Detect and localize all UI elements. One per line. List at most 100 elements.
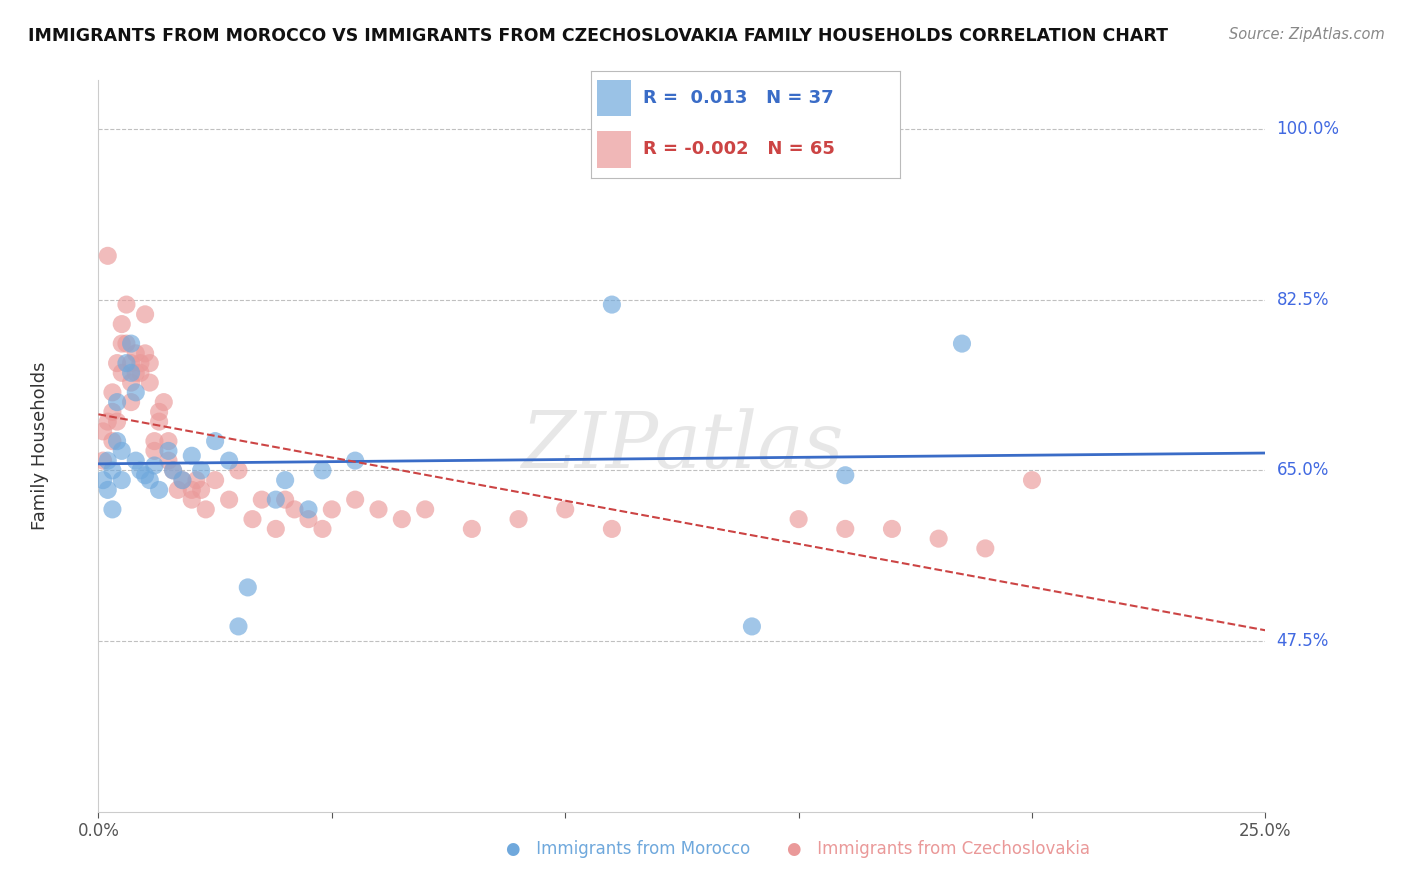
Point bbox=[139, 473, 162, 487]
Point bbox=[218, 453, 240, 467]
Point bbox=[125, 346, 148, 360]
Point bbox=[139, 356, 162, 370]
Text: 65.0%: 65.0% bbox=[1277, 461, 1329, 479]
Point bbox=[297, 502, 319, 516]
Point bbox=[834, 468, 856, 483]
Point bbox=[97, 249, 120, 263]
Point bbox=[311, 463, 333, 477]
Point bbox=[274, 473, 297, 487]
Point bbox=[180, 449, 202, 463]
Point bbox=[600, 297, 623, 311]
Point bbox=[111, 443, 134, 458]
Point bbox=[97, 415, 120, 429]
Point bbox=[101, 463, 124, 477]
Point bbox=[101, 385, 124, 400]
Point bbox=[157, 443, 180, 458]
Text: 47.5%: 47.5% bbox=[1277, 632, 1329, 650]
Point bbox=[101, 405, 124, 419]
Point bbox=[172, 473, 194, 487]
Point bbox=[115, 336, 138, 351]
Text: R =  0.013   N = 37: R = 0.013 N = 37 bbox=[643, 89, 834, 107]
Point bbox=[105, 356, 128, 370]
Point bbox=[97, 453, 120, 467]
Point bbox=[242, 512, 264, 526]
Point bbox=[162, 463, 184, 477]
Point bbox=[148, 415, 170, 429]
Text: ●   Immigrants from Czechoslovakia: ● Immigrants from Czechoslovakia bbox=[787, 840, 1091, 858]
Text: 100.0%: 100.0% bbox=[1277, 120, 1340, 138]
Point bbox=[105, 415, 128, 429]
Point bbox=[180, 492, 202, 507]
Point bbox=[134, 346, 156, 360]
Point bbox=[236, 581, 259, 595]
Point bbox=[228, 463, 250, 477]
Point bbox=[91, 453, 114, 467]
Point bbox=[143, 443, 166, 458]
Point bbox=[180, 483, 202, 497]
Point bbox=[111, 317, 134, 331]
Point bbox=[190, 483, 212, 497]
Point bbox=[367, 502, 389, 516]
Point bbox=[134, 307, 156, 321]
Point bbox=[129, 366, 152, 380]
Point bbox=[125, 366, 148, 380]
Point bbox=[143, 458, 166, 473]
Point bbox=[111, 366, 134, 380]
Point bbox=[172, 473, 194, 487]
Point bbox=[115, 297, 138, 311]
Point bbox=[105, 434, 128, 449]
Point bbox=[111, 336, 134, 351]
Point bbox=[120, 395, 142, 409]
Point bbox=[157, 434, 180, 449]
Point bbox=[120, 356, 142, 370]
Point bbox=[508, 512, 530, 526]
Point bbox=[125, 385, 148, 400]
Text: 82.5%: 82.5% bbox=[1277, 291, 1329, 309]
Point bbox=[120, 376, 142, 390]
Point bbox=[166, 483, 188, 497]
Text: Family Households: Family Households bbox=[31, 362, 49, 530]
Point bbox=[391, 512, 413, 526]
Point bbox=[125, 453, 148, 467]
Bar bbox=[596, 131, 631, 168]
Point bbox=[741, 619, 763, 633]
Point bbox=[600, 522, 623, 536]
Point bbox=[413, 502, 436, 516]
Point bbox=[148, 405, 170, 419]
Point bbox=[148, 483, 170, 497]
Point bbox=[274, 492, 297, 507]
Point bbox=[194, 502, 217, 516]
Point bbox=[115, 356, 138, 370]
Point bbox=[204, 473, 226, 487]
Point bbox=[101, 502, 124, 516]
Point bbox=[186, 473, 208, 487]
Point bbox=[204, 434, 226, 449]
Bar bbox=[596, 80, 631, 116]
Point bbox=[129, 463, 152, 477]
Point bbox=[311, 522, 333, 536]
Text: ●   Immigrants from Morocco: ● Immigrants from Morocco bbox=[506, 840, 751, 858]
Point bbox=[143, 434, 166, 449]
Point bbox=[120, 366, 142, 380]
Point bbox=[880, 522, 903, 536]
Point bbox=[928, 532, 950, 546]
Point bbox=[139, 376, 162, 390]
Point bbox=[129, 356, 152, 370]
Point bbox=[157, 453, 180, 467]
Point bbox=[101, 434, 124, 449]
Point bbox=[461, 522, 484, 536]
Point bbox=[91, 425, 114, 439]
Point bbox=[283, 502, 305, 516]
Point bbox=[250, 492, 273, 507]
Point bbox=[950, 336, 973, 351]
Text: R = -0.002   N = 65: R = -0.002 N = 65 bbox=[643, 141, 835, 159]
Point bbox=[321, 502, 343, 516]
Point bbox=[974, 541, 997, 556]
Point bbox=[1021, 473, 1043, 487]
Point bbox=[111, 473, 134, 487]
Point bbox=[554, 502, 576, 516]
Point bbox=[218, 492, 240, 507]
Point bbox=[787, 512, 810, 526]
Point bbox=[190, 463, 212, 477]
Point bbox=[344, 453, 367, 467]
